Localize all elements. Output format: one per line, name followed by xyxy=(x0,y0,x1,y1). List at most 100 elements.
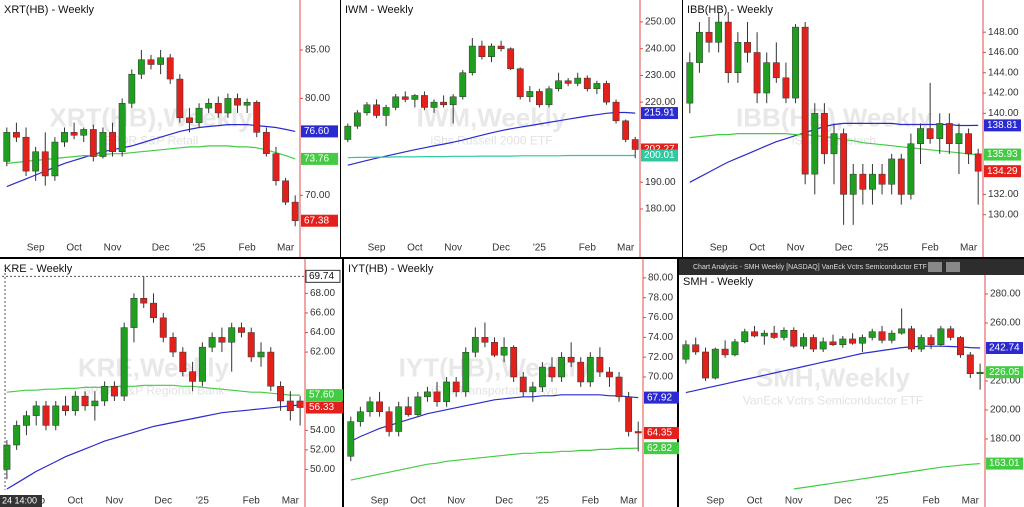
x-tick-label: Dec xyxy=(835,243,853,254)
candle-body xyxy=(272,153,280,182)
y-tick-label: 240.00 xyxy=(645,43,676,54)
y-tick-label: 80.00 xyxy=(648,273,673,284)
candle-body xyxy=(956,337,964,356)
watermark: XRT(HB),Weekly xyxy=(49,102,253,132)
candle-body xyxy=(118,103,126,152)
candle-body xyxy=(734,42,742,73)
candle-body xyxy=(965,133,973,155)
candle-body xyxy=(558,356,565,378)
candle-body xyxy=(395,406,403,432)
price-label: 134.29 xyxy=(987,166,1018,177)
candle-body xyxy=(363,104,371,114)
candle-body xyxy=(724,21,732,73)
candle-body xyxy=(468,45,476,73)
window-button[interactable] xyxy=(946,262,960,272)
candle-body xyxy=(62,405,70,412)
candle-body xyxy=(411,95,419,100)
candle-body xyxy=(291,201,299,221)
candle-body xyxy=(606,371,613,378)
candle-body xyxy=(753,52,761,94)
candle-body xyxy=(955,133,963,144)
candle-body xyxy=(22,136,30,172)
candle-body xyxy=(711,348,719,379)
x-tick-label: Mar xyxy=(282,496,300,507)
candle-body xyxy=(71,395,79,412)
price-label-box xyxy=(641,107,678,120)
candle-body xyxy=(715,21,723,43)
candle-body xyxy=(945,123,953,144)
candle-body xyxy=(262,132,270,154)
candle-body xyxy=(99,132,107,157)
candle-body xyxy=(878,173,886,185)
candle-body xyxy=(907,143,915,195)
x-tick-label: Mar xyxy=(277,243,295,254)
y-tick-label: 230.00 xyxy=(645,70,676,81)
candle-body xyxy=(829,341,837,345)
chart-title: SMH - Weekly xyxy=(683,276,754,288)
y-tick-label: 144.00 xyxy=(988,67,1019,78)
candle-body xyxy=(385,411,393,432)
price-label-box xyxy=(306,389,343,402)
candle-body xyxy=(790,329,798,347)
candle-body xyxy=(567,356,575,363)
price-label: 163.01 xyxy=(989,458,1020,469)
price-label: 62.82 xyxy=(647,443,672,454)
price-label-box xyxy=(301,214,338,227)
x-tick-label: Feb xyxy=(239,243,257,254)
candle-body xyxy=(224,98,232,114)
candle-body xyxy=(615,376,623,398)
chart-title: IWM - Weekly xyxy=(345,4,414,16)
price-label-box xyxy=(644,391,681,404)
candle-body xyxy=(820,113,828,155)
x-tick-label: Nov xyxy=(447,496,465,507)
x-tick-label: Sep xyxy=(371,496,389,507)
candle-body xyxy=(612,101,620,122)
price-label: 67.38 xyxy=(304,215,329,226)
y-tick-label: 80.00 xyxy=(305,93,330,104)
price-label: 76.60 xyxy=(304,126,329,137)
candle-body xyxy=(462,351,470,393)
candle-body xyxy=(109,132,116,152)
candle-body xyxy=(430,101,438,108)
candle-body xyxy=(41,151,49,177)
x-tick-label: Feb xyxy=(579,243,597,254)
candle-body xyxy=(189,371,197,382)
candle-body xyxy=(353,112,361,127)
candle-body xyxy=(622,120,630,140)
candle-body xyxy=(198,346,206,382)
price-label-box xyxy=(641,149,678,162)
candle-body xyxy=(731,341,739,356)
candle-body xyxy=(237,327,245,333)
y-tick-label: 260.00 xyxy=(990,318,1021,329)
candle-body xyxy=(751,331,759,337)
candle-body xyxy=(347,421,355,457)
candle-body xyxy=(296,400,304,408)
x-tick-label: Dec xyxy=(152,243,170,254)
candle-body xyxy=(917,337,925,350)
candle-body xyxy=(888,332,896,341)
candle-body xyxy=(91,400,99,407)
y-tick-label: 130.00 xyxy=(988,209,1019,220)
x-tick-label: Nov xyxy=(444,243,462,254)
candle-body xyxy=(179,351,187,372)
candle-body xyxy=(32,405,40,416)
y-tick-label: 200.00 xyxy=(990,405,1021,416)
candle-body xyxy=(128,73,136,104)
price-label: 200.01 xyxy=(644,150,675,161)
window-button[interactable] xyxy=(928,262,942,272)
chart-title: IYT(HB) - Weekly xyxy=(348,263,434,275)
candle-body xyxy=(282,180,290,203)
candle-body xyxy=(459,72,467,98)
moving-average-line xyxy=(350,447,639,481)
candle-body xyxy=(692,344,700,353)
x-tick-label: Sep xyxy=(710,243,728,254)
price-label-box xyxy=(986,366,1023,379)
y-tick-label: 72.00 xyxy=(648,352,673,363)
candle-body xyxy=(176,78,184,119)
candle-body xyxy=(809,337,817,350)
y-tick-label: 54.00 xyxy=(310,425,335,436)
candle-body xyxy=(3,444,11,470)
candle-body xyxy=(840,133,848,195)
candle-body xyxy=(140,298,148,304)
y-tick-label: 148.00 xyxy=(988,27,1019,38)
